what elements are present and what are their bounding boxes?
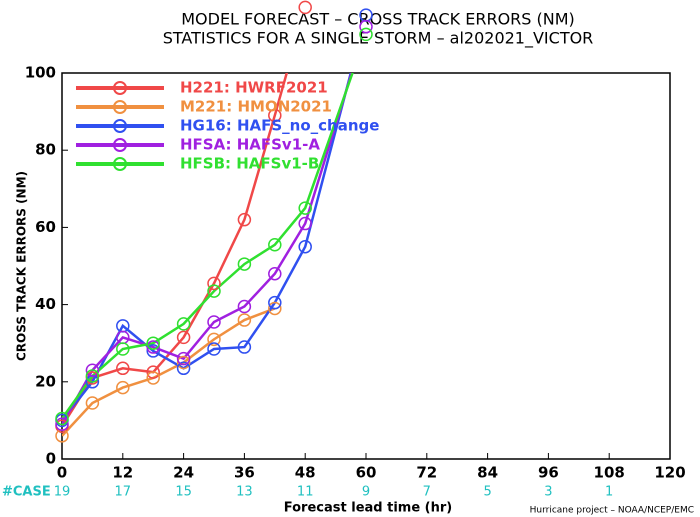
series-line [62, 73, 354, 420]
series-marker [207, 315, 221, 329]
series-line [62, 73, 354, 425]
y-axis-label: CROSS TRACK ERRORS (NM) [15, 171, 29, 361]
case-count: 13 [236, 485, 253, 500]
x-tick-label: 0 [57, 464, 67, 482]
y-tick-label: 20 [35, 372, 56, 390]
legend-marker [113, 119, 127, 133]
legend-label: M221: HMON2021 [180, 98, 332, 116]
series-marker [85, 396, 100, 410]
case-count: 11 [297, 485, 314, 500]
series-marker [176, 355, 191, 370]
legend-label: HFSA: HAFSv1-A [180, 136, 320, 154]
case-count: 17 [115, 485, 132, 500]
series-marker [298, 216, 312, 231]
series-marker [237, 257, 252, 271]
series-marker [116, 361, 130, 376]
series-marker [146, 336, 160, 350]
legend-label: H221: HWRF2021 [180, 79, 328, 97]
series-marker [85, 369, 100, 383]
series-marker [176, 351, 191, 366]
case-count: 9 [362, 485, 370, 500]
series-marker [268, 238, 282, 252]
series-marker [55, 411, 69, 426]
x-axis-label: Forecast lead time (hr) [284, 501, 452, 516]
y-tick-label: 0 [46, 450, 56, 468]
case-count: 15 [175, 485, 192, 500]
series-marker [176, 361, 191, 376]
x-tick-label: 24 [173, 464, 194, 482]
legend-label: HFSB: HAFSv1-B [180, 155, 319, 173]
series-marker [237, 340, 252, 354]
series-marker [237, 212, 252, 227]
series-marker [237, 299, 252, 314]
series-marker [207, 342, 221, 356]
series-marker [85, 363, 100, 377]
series-marker [146, 340, 160, 354]
x-tick-label: 84 [477, 464, 498, 482]
y-tick-label: 100 [25, 64, 56, 82]
series-marker [268, 295, 282, 310]
legend-marker [113, 81, 127, 95]
series-line [62, 73, 353, 422]
series-marker [298, 0, 312, 15]
y-tick-label: 40 [35, 295, 56, 313]
case-count: 3 [544, 485, 552, 500]
x-tick-label: 120 [654, 464, 685, 482]
series-marker [359, 27, 373, 42]
series-marker [298, 201, 312, 215]
chart-subtitle: STATISTICS FOR A SINGLE STORM – al202021… [163, 29, 594, 49]
series-marker [268, 266, 282, 281]
x-tick-label: 108 [594, 464, 625, 482]
series-marker [207, 276, 221, 291]
series-marker [116, 342, 130, 356]
series-marker [116, 380, 130, 395]
x-tick-label: 48 [295, 464, 316, 482]
case-count: 7 [423, 485, 431, 500]
series-marker [298, 239, 312, 254]
credit: Hurricane project – NOAA/NCEP/EMC [530, 506, 694, 516]
x-tick-label: 72 [416, 464, 437, 482]
x-tick-label: 12 [112, 464, 133, 482]
series-marker [55, 417, 69, 432]
y-tick-label: 80 [35, 141, 56, 159]
plot-area [62, 73, 354, 437]
series-marker [268, 301, 282, 316]
series-marker [207, 284, 221, 298]
series-marker [237, 313, 252, 327]
legend-marker [113, 100, 127, 114]
case-count: 1 [605, 485, 613, 500]
legend-marker [113, 138, 127, 152]
y-tick-label: 60 [35, 218, 56, 236]
series-marker [146, 344, 160, 358]
legend-label: HG16: HAFS_no_change [180, 117, 379, 135]
x-tick-label: 60 [356, 464, 377, 482]
case-count: 5 [483, 485, 491, 500]
case-count: 19 [54, 485, 71, 500]
series-marker [207, 332, 221, 347]
series-marker [146, 371, 160, 385]
chart-title: MODEL FORECAST – CROSS TRACK ERRORS (NM) [181, 10, 575, 29]
series-marker [176, 330, 191, 345]
cases-label: #CASE [2, 485, 51, 500]
x-tick-label: 96 [538, 464, 559, 482]
x-tick-label: 36 [234, 464, 255, 482]
legend-marker [113, 157, 127, 171]
series-marker [176, 317, 191, 331]
series-marker [146, 365, 160, 379]
series-marker [268, 108, 282, 123]
series-line [62, 73, 289, 427]
series-marker [359, 19, 373, 34]
